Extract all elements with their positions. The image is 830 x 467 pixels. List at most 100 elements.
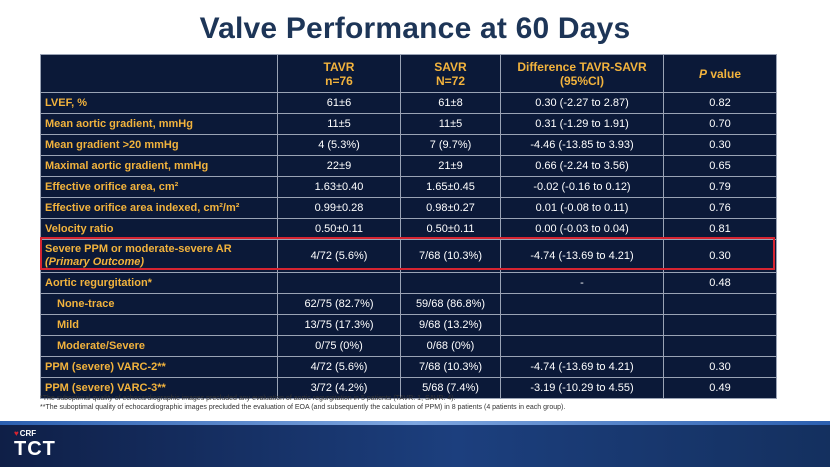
cell-p: 0.49: [663, 377, 777, 399]
cell-savr: 61±8: [400, 92, 501, 114]
header-difference-line1: Difference TAVR-SAVR: [517, 59, 647, 74]
table-row: LVEF, % 61±6 61±8 0.30 (-2.27 to 2.87) 0…: [40, 92, 777, 114]
cell-diff: [500, 335, 664, 357]
cell-diff: 0.30 (-2.27 to 2.87): [500, 92, 664, 114]
row-label: Mean aortic gradient, mmHg: [40, 113, 278, 135]
cell-p: 0.30: [663, 239, 777, 273]
cell-p: 0.82: [663, 92, 777, 114]
cell-diff: 0.00 (-0.03 to 0.04): [500, 218, 664, 240]
cell-p: 0.65: [663, 155, 777, 177]
row-label: Mild: [40, 314, 278, 336]
cell-p: 0.70: [663, 113, 777, 135]
table-row: PPM (severe) VARC-2** 4/72 (5.6%) 7/68 (…: [40, 356, 777, 378]
table-row: PPM (severe) VARC-3** 3/72 (4.2%) 5/68 (…: [40, 377, 777, 399]
table-row: Maximal aortic gradient, mmHg 22±9 21±9 …: [40, 155, 777, 177]
cell-p: 0.81: [663, 218, 777, 240]
header-difference-line2: (95%CI): [559, 73, 604, 88]
row-label: Maximal aortic gradient, mmHg: [40, 155, 278, 177]
cell-savr: 0.98±0.27: [400, 197, 501, 219]
cell-diff: 0.01 (-0.08 to 0.11): [500, 197, 664, 219]
cell-savr: 7 (9.7%): [400, 134, 501, 156]
cell-tavr: 61±6: [277, 92, 401, 114]
table-row: Mild 13/75 (17.3%) 9/68 (13.2%): [40, 314, 777, 336]
header-p-italic: P: [698, 66, 707, 81]
table-header-row: TAVR n=76 SAVR N=72 Difference TAVR-SAVR…: [40, 54, 777, 93]
cell-p: 0.48: [663, 272, 777, 294]
cell-p: 0.76: [663, 197, 777, 219]
cell-p: [663, 293, 777, 315]
header-tavr-line2: n=76: [325, 73, 353, 88]
table-row: Mean aortic gradient, mmHg 11±5 11±5 0.3…: [40, 113, 777, 135]
cell-diff: -4.46 (-13.85 to 3.93): [500, 134, 664, 156]
slide-title: Valve Performance at 60 Days: [199, 12, 631, 45]
cell-savr: 0/68 (0%): [400, 335, 501, 357]
cell-diff: -3.19 (-10.29 to 4.55): [500, 377, 664, 399]
header-difference: Difference TAVR-SAVR (95%CI): [500, 54, 664, 93]
cell-p: [663, 335, 777, 357]
cell-diff: -0.02 (-0.16 to 0.12): [500, 176, 664, 198]
cell-tavr: 4 (5.3%): [277, 134, 401, 156]
row-label: Effective orifice area indexed, cm²/m²: [40, 197, 278, 219]
footnotes: *The suboptimal quality of echocardiogra…: [40, 394, 800, 412]
row-label: LVEF, %: [40, 92, 278, 114]
cell-tavr: 22±9: [277, 155, 401, 177]
cell-diff: 0.66 (-2.24 to 3.56): [500, 155, 664, 177]
row-label: None-trace: [40, 293, 278, 315]
valve-performance-table: TAVR n=76 SAVR N=72 Difference TAVR-SAVR…: [40, 54, 777, 399]
row-label-primary: Severe PPM or moderate-severe AR (Primar…: [40, 239, 278, 273]
row-label: PPM (severe) VARC-3**: [40, 377, 278, 399]
footer-bar: ♥CRF TCT: [0, 421, 830, 467]
cell-savr: 21±9: [400, 155, 501, 177]
header-blank: [40, 54, 278, 93]
header-savr-line2: N=72: [435, 73, 466, 88]
cell-tavr: 11±5: [277, 113, 401, 135]
row-label: Mean gradient >20 mmHg: [40, 134, 278, 156]
heart-icon: ♥: [14, 429, 19, 438]
cell-savr: 11±5: [400, 113, 501, 135]
cell-diff: -4.74 (-13.69 to 4.21): [500, 356, 664, 378]
row-label-line1: Severe PPM or moderate-severe AR: [45, 243, 232, 255]
row-label: Moderate/Severe: [40, 335, 278, 357]
table-row-primary-outcome: Severe PPM or moderate-severe AR (Primar…: [40, 239, 777, 273]
cell-tavr: 0.50±0.11: [277, 218, 401, 240]
cell-diff: [500, 314, 664, 336]
header-savr: SAVR N=72: [400, 54, 501, 93]
row-label-line2: (Primary Outcome): [45, 256, 145, 268]
cell-savr: 7/68 (10.3%): [400, 239, 501, 273]
row-label: Velocity ratio: [40, 218, 278, 240]
cell-diff: -: [500, 272, 664, 294]
cell-savr: [400, 272, 501, 294]
header-savr-line1: SAVR: [434, 59, 467, 74]
table-row: Mean gradient >20 mmHg 4 (5.3%) 7 (9.7%)…: [40, 134, 777, 156]
cell-tavr: 62/75 (82.7%): [277, 293, 401, 315]
header-tavr-line1: TAVR: [323, 59, 355, 74]
cell-p: 0.30: [663, 134, 777, 156]
cell-tavr: 1.63±0.40: [277, 176, 401, 198]
crf-logo: ♥CRF: [14, 429, 36, 438]
cell-savr: 59/68 (86.8%): [400, 293, 501, 315]
table-row: Effective orifice area, cm² 1.63±0.40 1.…: [40, 176, 777, 198]
table-row: Velocity ratio 0.50±0.11 0.50±0.11 0.00 …: [40, 218, 777, 240]
cell-savr: 5/68 (7.4%): [400, 377, 501, 399]
table-row: None-trace 62/75 (82.7%) 59/68 (86.8%): [40, 293, 777, 315]
cell-savr: 7/68 (10.3%): [400, 356, 501, 378]
footnote-ppm: **The suboptimal quality of echocardiogr…: [40, 404, 566, 411]
cell-savr: 0.50±0.11: [400, 218, 501, 240]
cell-tavr: 3/72 (4.2%): [277, 377, 401, 399]
header-p-value: P value: [663, 54, 777, 93]
cell-tavr: 4/72 (5.6%): [277, 356, 401, 378]
cell-p: 0.79: [663, 176, 777, 198]
cell-diff: 0.31 (-1.29 to 1.91): [500, 113, 664, 135]
cell-tavr: 13/75 (17.3%): [277, 314, 401, 336]
row-label: Effective orifice area, cm²: [40, 176, 278, 198]
table-row: Aortic regurgitation* - 0.48: [40, 272, 777, 294]
tct-logo: TCT: [14, 438, 56, 460]
cell-diff: -4.74 (-13.69 to 4.21): [500, 239, 664, 273]
table-row: Effective orifice area indexed, cm²/m² 0…: [40, 197, 777, 219]
footnote-aortic-regurgitation: *The suboptimal quality of echocardiogra…: [40, 395, 456, 402]
cell-savr: 9/68 (13.2%): [400, 314, 501, 336]
cell-tavr: 0.99±0.28: [277, 197, 401, 219]
cell-diff: [500, 293, 664, 315]
crf-logo-text: CRF: [19, 429, 37, 438]
table-row: Moderate/Severe 0/75 (0%) 0/68 (0%): [40, 335, 777, 357]
